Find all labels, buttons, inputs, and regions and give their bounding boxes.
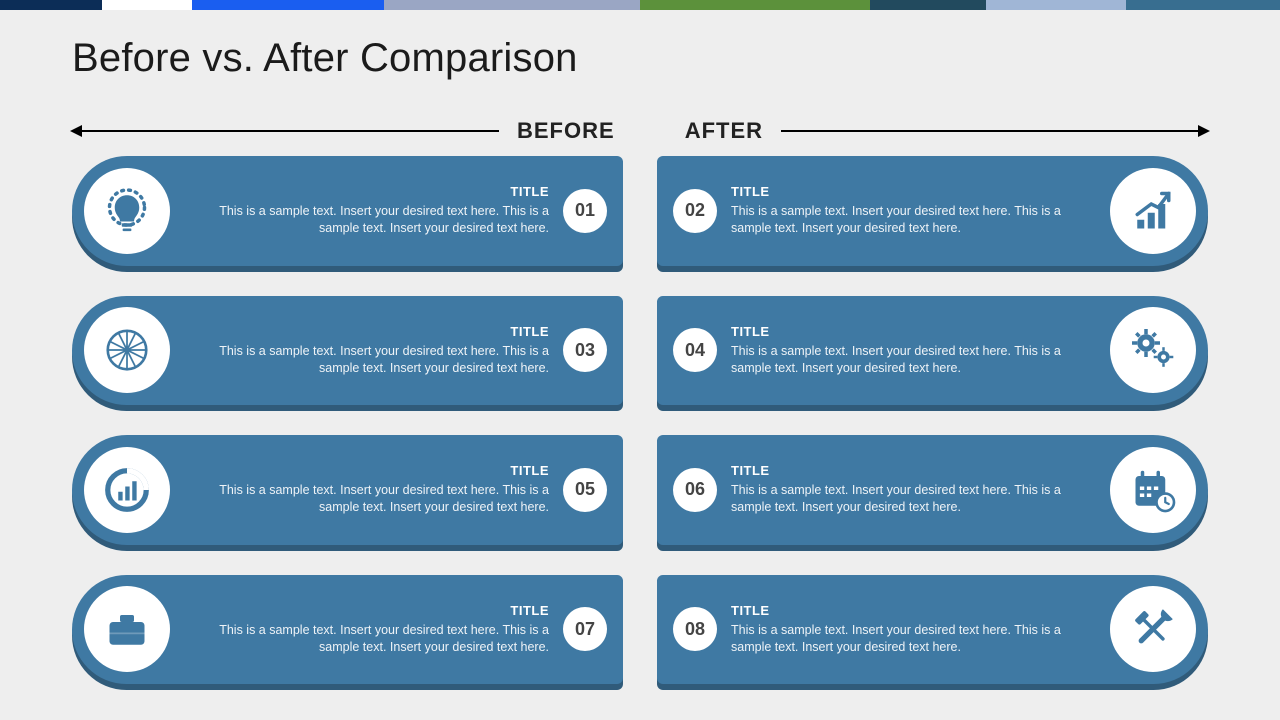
comparison-card: 02 TITLE This is a sample text. Insert you… (657, 156, 1208, 266)
before-label: BEFORE (499, 118, 633, 144)
number-badge: 03 (563, 328, 607, 372)
number-badge: 02 (673, 189, 717, 233)
card-body: This is a sample text. Insert your desir… (190, 482, 549, 516)
number-badge: 07 (563, 607, 607, 651)
card-title: TITLE (190, 603, 549, 618)
growth-icon (1110, 168, 1196, 254)
card-text: TITLE This is a sample text. Insert your … (731, 589, 1090, 671)
top-bar-segment (640, 0, 870, 10)
arrow-left-icon (72, 130, 499, 132)
card-text: TITLE This is a sample text. Insert your … (190, 589, 549, 671)
lightbulb-icon (84, 168, 170, 254)
tools-icon (1110, 586, 1196, 672)
number-badge: 04 (673, 328, 717, 372)
card-title: TITLE (190, 324, 549, 339)
card-body: This is a sample text. Insert your desir… (190, 343, 549, 377)
comparison-card: 08 TITLE This is a sample text. Insert you… (657, 575, 1208, 685)
card-body: This is a sample text. Insert your desir… (190, 203, 549, 237)
comparison-card: 04 TITLE This is a sample text. Insert you… (657, 296, 1208, 406)
briefcase-icon (84, 586, 170, 672)
card-text: TITLE This is a sample text. Insert your … (190, 170, 549, 252)
card-body: This is a sample text. Insert your desir… (190, 622, 549, 656)
columns-container: 01 TITLE This is a sample text. Insert you… (72, 156, 1208, 684)
top-bar-segment (1126, 0, 1280, 10)
card-text: TITLE This is a sample text. Insert your … (731, 170, 1090, 252)
comparison-card: 07 TITLE This is a sample text. Insert you… (72, 575, 623, 685)
gears-icon (1110, 307, 1196, 393)
comparison-card: 05 TITLE This is a sample text. Insert you… (72, 435, 623, 545)
card-title: TITLE (190, 463, 549, 478)
comparison-card: 06 TITLE This is a sample text. Insert you… (657, 435, 1208, 545)
top-bar-segment (0, 0, 102, 10)
card-text: TITLE This is a sample text. Insert your … (190, 310, 549, 392)
card-text: TITLE This is a sample text. Insert your … (731, 449, 1090, 531)
after-column: 02 TITLE This is a sample text. Insert you… (657, 156, 1208, 684)
comparison-card: 01 TITLE This is a sample text. Insert you… (72, 156, 623, 266)
top-color-bar (0, 0, 1280, 10)
chart-ring-icon (84, 447, 170, 533)
card-title: TITLE (731, 184, 1090, 199)
after-label: AFTER (667, 118, 781, 144)
card-title: TITLE (731, 463, 1090, 478)
before-column: 01 TITLE This is a sample text. Insert you… (72, 156, 623, 684)
card-title: TITLE (731, 603, 1090, 618)
card-body: This is a sample text. Insert your desir… (731, 622, 1090, 656)
number-badge: 06 (673, 468, 717, 512)
number-badge: 08 (673, 607, 717, 651)
top-bar-segment (870, 0, 985, 10)
header-row: BEFORE AFTER (72, 118, 1208, 144)
top-bar-segment (986, 0, 1127, 10)
top-bar-segment (192, 0, 384, 10)
page-title: Before vs. After Comparison (72, 36, 578, 81)
card-title: TITLE (190, 184, 549, 199)
top-bar-segment (102, 0, 192, 10)
card-body: This is a sample text. Insert your desir… (731, 343, 1090, 377)
comparison-card: 03 TITLE This is a sample text. Insert you… (72, 296, 623, 406)
number-badge: 05 (563, 468, 607, 512)
card-text: TITLE This is a sample text. Insert your … (731, 310, 1090, 392)
arrow-right-icon (781, 130, 1208, 132)
card-title: TITLE (731, 324, 1090, 339)
card-body: This is a sample text. Insert your desir… (731, 482, 1090, 516)
card-body: This is a sample text. Insert your desir… (731, 203, 1090, 237)
top-bar-segment (384, 0, 640, 10)
globe-icon (84, 307, 170, 393)
card-text: TITLE This is a sample text. Insert your … (190, 449, 549, 531)
calendar-icon (1110, 447, 1196, 533)
number-badge: 01 (563, 189, 607, 233)
